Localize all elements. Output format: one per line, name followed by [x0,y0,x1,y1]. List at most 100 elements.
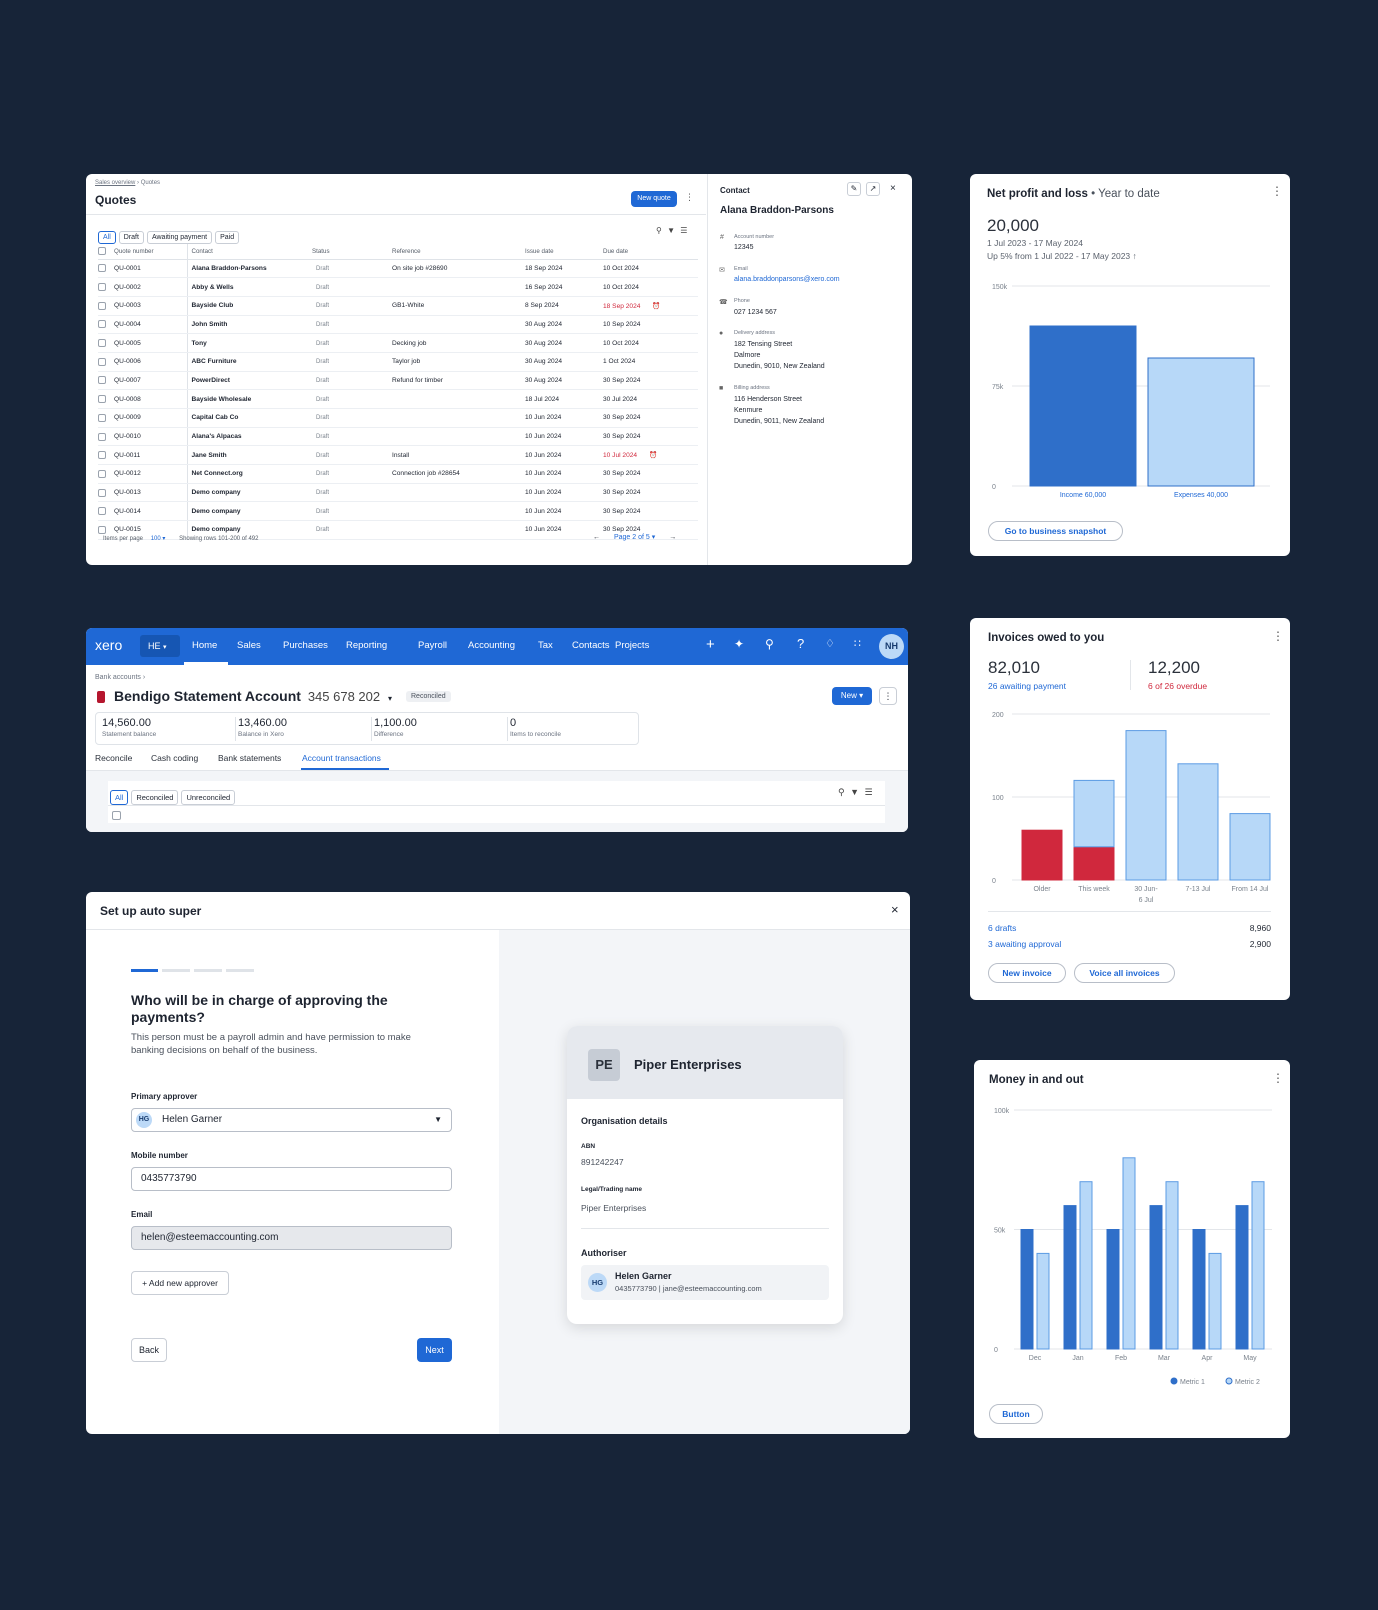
table-row[interactable]: QU-0008 Bayside Wholesale Draft 18 Jul 2024… [98,389,698,409]
voice-all-invoices-button[interactable]: Voice all invoices [1074,963,1175,983]
column-issue-date[interactable]: Issue date [525,244,603,260]
filter-reconciled[interactable]: Reconciled [131,790,179,805]
filter-draft[interactable]: Draft [118,231,144,244]
table-row[interactable]: QU-0005 Tony Draft Decking job 30 Aug 2024 10… [98,333,698,353]
row-checkbox[interactable] [98,357,106,366]
breadcrumb-bank-accounts[interactable]: Bank accounts [95,674,141,681]
close-icon[interactable]: × [890,183,896,194]
row-checkbox[interactable] [98,320,106,329]
nav-sales[interactable]: Sales [237,640,261,651]
table-row[interactable]: QU-0010 Alana's Alpacas Draft 10 Jun 2024 30… [98,427,698,447]
settings-icon[interactable]: ☰ [680,226,688,235]
table-row[interactable]: QU-0007 PowerDirect Draft Refund for timber… [98,371,698,391]
select-all-checkbox[interactable] [98,247,106,256]
org-switcher[interactable]: HE ▾ [140,635,180,657]
contact-name[interactable]: Demo company [187,501,312,522]
nav-accounting[interactable]: Accounting [468,640,516,651]
plus-icon[interactable]: + [706,636,715,653]
mobile-number-field[interactable]: 0435773790 [131,1167,452,1191]
apps-grid-icon[interactable]: ∷ [854,638,861,650]
table-row[interactable]: QU-0011 Jane Smith Draft Install 10 Jun 2024… [98,445,698,466]
next-page-icon[interactable]: → [669,534,677,541]
quote-number[interactable]: QU-0009 [114,408,188,428]
nav-contacts[interactable]: Contacts [572,640,610,651]
chevron-down-icon[interactable]: ▾ [388,694,393,703]
table-row[interactable]: QU-0004 John Smith Draft 30 Aug 2024 10 Sep … [98,315,698,335]
help-icon[interactable]: ? [797,636,805,651]
contact-name[interactable]: Net Connect.org [187,464,312,484]
table-row[interactable]: QU-0009 Capital Cab Co Draft 10 Jun 2024 30 … [98,408,698,428]
avatar[interactable]: NH [879,634,904,659]
contact-name[interactable]: Bayside Wholesale [187,389,312,409]
bell-icon[interactable]: ♢ [825,638,835,650]
search-icon[interactable]: ⚲ [765,637,774,651]
quote-number[interactable]: QU-0006 [114,352,188,372]
contact-name[interactable]: Demo company [187,520,312,540]
page-select[interactable]: Page 2 of 5 ▾ [613,534,656,541]
quote-number[interactable]: QU-0005 [114,333,188,353]
table-row[interactable]: QU-0012 Net Connect.org Draft Connection jo… [98,464,698,484]
filter-paid[interactable]: Paid [215,231,240,244]
quote-number[interactable]: QU-0010 [114,427,188,447]
contact-name[interactable]: Abby & Wells [187,277,312,297]
contact-name[interactable]: Bayside Club [187,296,312,316]
table-row[interactable]: QU-0015 Demo company Draft 10 Jun 2024 30 Se… [98,520,698,540]
contact-name[interactable]: John Smith [187,315,312,335]
quote-number[interactable]: QU-0004 [114,315,188,335]
nav-home[interactable]: Home [192,640,218,651]
more-options-icon[interactable]: ⋮ [685,192,694,202]
table-row[interactable]: QU-0014 Demo company Draft 10 Jun 2024 30 Se… [98,501,698,522]
awaiting-payment-link[interactable]: 26 awaiting payment [988,681,1066,691]
new-button[interactable]: New ▾ [832,687,872,705]
row-checkbox[interactable] [98,413,106,422]
quote-number[interactable]: QU-0013 [114,483,188,503]
more-options-icon[interactable]: ⋮ [879,687,897,705]
quote-number[interactable]: QU-0008 [114,389,188,409]
column-status[interactable]: Status [312,244,392,260]
contact-name[interactable]: Alana Braddon-Parsons [187,259,312,279]
add-new-approver-button[interactable]: + Add new approver [131,1271,229,1295]
column-reference[interactable]: Reference [392,244,525,260]
more-options-icon[interactable]: ⋮ [1271,184,1283,198]
search-icon[interactable]: ⚲ [838,787,845,797]
quote-number[interactable]: QU-0003 [114,296,188,316]
select-all-checkbox[interactable] [112,811,121,820]
new-invoice-button[interactable]: New invoice [988,963,1066,983]
back-button[interactable]: Back [131,1338,167,1362]
contact-name[interactable]: Jane Smith [187,445,312,466]
contact-name[interactable]: ABC Furniture [187,352,312,372]
tab-reconcile[interactable]: Reconcile [95,753,133,763]
row-checkbox[interactable] [98,395,106,404]
breadcrumb-sales-overview[interactable]: Sales overview [95,180,136,186]
filter-all[interactable]: All [110,790,129,805]
quote-number[interactable]: QU-0007 [114,371,188,391]
nav-projects[interactable]: Projects [615,640,650,651]
email-link[interactable]: alana.braddonparsons@xero.com [734,276,840,283]
row-checkbox[interactable] [98,525,106,534]
row-checkbox[interactable] [98,301,106,310]
tab-cash-coding[interactable]: Cash coding [151,753,199,763]
action-button[interactable]: Button [989,1404,1043,1424]
quote-number[interactable]: QU-0015 [114,520,188,540]
quote-number[interactable]: QU-0011 [114,445,188,466]
table-row[interactable]: QU-0003 Bayside Club Draft GB1-White 8 Sep 2… [98,296,698,316]
items-per-page-select[interactable]: 100 ▾ [150,536,166,542]
awaiting-approval-link[interactable]: 3 awaiting approval [988,939,1062,949]
filter-awaiting-payment[interactable]: Awaiting payment [146,231,213,244]
quote-number[interactable]: QU-0014 [114,501,188,522]
tab-bank-statements[interactable]: Bank statements [218,753,282,763]
nav-payroll[interactable]: Payroll [418,640,448,651]
contact-name[interactable]: Alana's Alpacas [187,427,312,447]
quote-number[interactable]: QU-0001 [114,259,188,279]
sparkle-icon[interactable]: ✦ [734,637,745,651]
column-quote-number[interactable]: Quote number [114,244,188,260]
row-checkbox[interactable] [98,451,106,460]
overdue-link[interactable]: 6 of 26 overdue [1148,681,1208,691]
search-icon[interactable]: ⚲ [656,226,662,235]
column-due-date[interactable]: Due date [603,244,698,260]
xero-logo[interactable]: xero [95,637,123,653]
contact-name[interactable]: Tony [187,333,312,353]
filter-icon[interactable]: ▼ [850,787,860,797]
contact-name[interactable]: Capital Cab Co [187,408,312,428]
row-checkbox[interactable] [98,469,106,478]
